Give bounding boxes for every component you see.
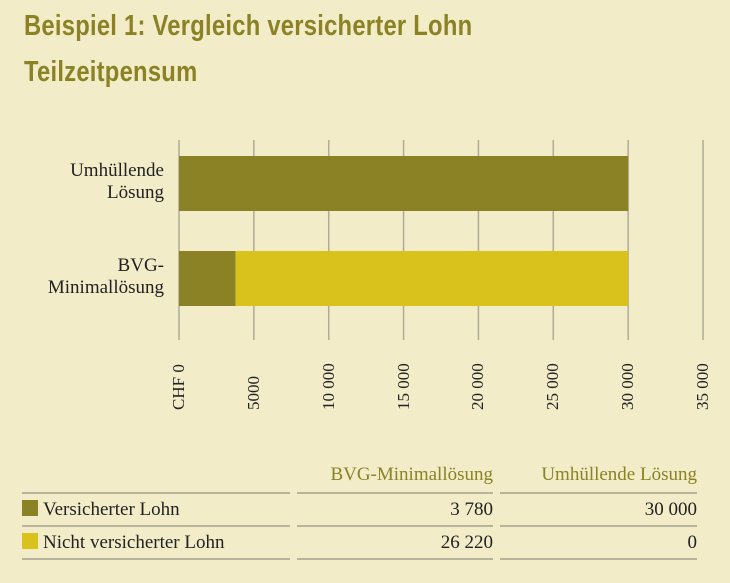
x-tick-label: 30 000 [618, 363, 638, 410]
table-header-empty [22, 458, 290, 494]
bar-segment [179, 251, 236, 306]
category-label: BVG- Minimallösung [47, 255, 164, 298]
table-header-umh: Umhüllende Lösung [500, 458, 697, 494]
x-tick-label: 10 000 [318, 363, 338, 410]
row-label: Versicherter Lohn [43, 498, 180, 520]
table-row: Nicht versicherter Lohn 26 220 0 [22, 527, 697, 560]
cell-bvg: 26 220 [297, 527, 493, 560]
x-tick-label: 15 000 [393, 363, 413, 410]
bar-segment [235, 251, 629, 306]
category-label: Umhüllende Lösung [70, 160, 164, 203]
chart-subtitle: Teilzeitpensum [24, 56, 198, 88]
cell-umh: 30 000 [500, 494, 697, 527]
bar-chart [178, 140, 704, 340]
legend-swatch-versichert [22, 499, 38, 516]
bar-segment [179, 156, 629, 211]
x-tick-label: 35 000 [693, 363, 712, 410]
cell-umh: 0 [500, 527, 697, 560]
chart-title: Beispiel 1: Vergleich versicherter Lohn [24, 10, 473, 42]
x-tick-label: CHF 0 [169, 364, 188, 410]
x-tick-label: 20 000 [468, 363, 488, 410]
cell-bvg: 3 780 [297, 494, 493, 527]
data-table: BVG-Minimallösung Umhüllende Lösung Vers… [15, 458, 704, 560]
x-tick-label: 25 000 [543, 363, 563, 410]
table-header-bvg: BVG-Minimallösung [297, 458, 493, 494]
x-tick-label: 5000 [243, 376, 263, 410]
table-row: Versicherter Lohn 3 780 30 000 [22, 494, 697, 527]
legend-swatch-nicht-versichert [22, 532, 38, 549]
row-label: Nicht versicherter Lohn [43, 531, 225, 553]
